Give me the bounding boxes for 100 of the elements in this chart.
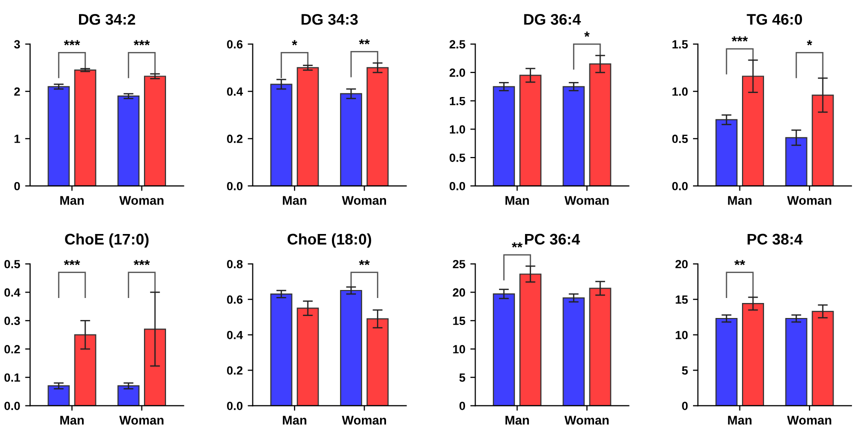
y-tick-label: 10 bbox=[676, 330, 688, 340]
bar bbox=[366, 67, 389, 186]
x-tick-label: Woman bbox=[564, 416, 609, 425]
bar bbox=[562, 297, 585, 406]
chart-title: ChoE (17:0) bbox=[65, 233, 149, 248]
text: *** bbox=[732, 36, 748, 42]
x-tick-label: Man bbox=[282, 196, 306, 205]
y-tick-label: 1.0 bbox=[672, 87, 688, 96]
bar bbox=[812, 94, 834, 186]
annotation: *** bbox=[134, 260, 150, 266]
y-tick-label: 20 bbox=[452, 288, 466, 297]
y-tick-label: 2 bbox=[14, 87, 20, 96]
bar bbox=[742, 76, 764, 186]
chart-title: PC 36:4 bbox=[525, 234, 580, 245]
x-tick-label: Man bbox=[505, 416, 529, 425]
bar bbox=[519, 274, 542, 406]
x-tick-label: Woman bbox=[342, 416, 386, 425]
annotation: ** bbox=[734, 260, 746, 266]
y-tick-label: 0 bbox=[14, 182, 20, 190]
y-tick-label: 0.0 bbox=[227, 402, 242, 410]
bar bbox=[519, 74, 542, 186]
y-tick-label: 20 bbox=[675, 260, 688, 268]
annotation: *** bbox=[64, 40, 80, 46]
x-tick-label: Man bbox=[60, 196, 84, 205]
annotation: * bbox=[806, 40, 812, 46]
annotation: ** bbox=[358, 39, 370, 44]
x-tick-label: Woman bbox=[564, 196, 609, 205]
y-tick-label: 1.5 bbox=[450, 96, 466, 106]
chart-title: TG 46:0 bbox=[746, 14, 802, 25]
x-tick-label: Man bbox=[728, 416, 752, 425]
chart-title: DG 36:4 bbox=[524, 14, 581, 25]
x-tick-label: Woman bbox=[342, 196, 386, 205]
bar bbox=[270, 84, 292, 186]
bar bbox=[715, 119, 738, 186]
y-tick-label: 0.6 bbox=[227, 295, 243, 304]
y-tick-label: 10 bbox=[453, 345, 466, 354]
bar bbox=[74, 334, 96, 406]
bar bbox=[562, 86, 585, 186]
y-tick-label: 25 bbox=[452, 260, 466, 268]
bar bbox=[74, 70, 96, 186]
x-tick-label: Woman bbox=[787, 196, 832, 205]
y-tick-label: 15 bbox=[453, 316, 466, 326]
bar bbox=[270, 293, 292, 406]
y-tick-label: 0.8 bbox=[227, 260, 243, 268]
x-tick-label: Man bbox=[505, 196, 529, 205]
bar bbox=[715, 318, 738, 406]
x-tick-label: Woman bbox=[119, 196, 164, 205]
bar bbox=[296, 308, 319, 406]
y-tick-label: 0.1 bbox=[4, 373, 20, 382]
x-tick-label: Man bbox=[728, 196, 752, 205]
bar bbox=[785, 318, 808, 406]
bar bbox=[48, 86, 70, 186]
chart-title: DG 34:2 bbox=[79, 14, 136, 25]
x-tick-label: Man bbox=[60, 416, 84, 425]
bar bbox=[144, 76, 166, 186]
chart-title: ChoE (18:0) bbox=[288, 233, 372, 248]
y-tick-label: 0.2 bbox=[4, 345, 20, 354]
y-tick-label: 0.0 bbox=[450, 182, 466, 190]
bar bbox=[340, 93, 362, 186]
bar bbox=[340, 290, 362, 406]
y-tick-label: 0.2 bbox=[227, 134, 242, 144]
annotation: ** bbox=[358, 260, 370, 266]
y-tick-label: 1 bbox=[14, 134, 20, 143]
x-tick-label: Man bbox=[282, 416, 306, 425]
bar bbox=[48, 385, 70, 406]
chart-title: PC 38:4 bbox=[748, 234, 803, 245]
y-tick-label: 0.5 bbox=[450, 154, 466, 162]
y-tick-label: 0.5 bbox=[672, 134, 688, 144]
y-tick-label: 0.6 bbox=[227, 40, 243, 48]
y-tick-label: 3 bbox=[14, 40, 20, 49]
y-tick-label: 0.0 bbox=[672, 182, 688, 190]
bar bbox=[117, 96, 140, 186]
bar bbox=[117, 385, 140, 406]
bar bbox=[742, 303, 764, 406]
y-tick-label: 0.4 bbox=[4, 288, 20, 297]
bar bbox=[785, 137, 808, 186]
annotation: *** bbox=[134, 40, 150, 46]
y-tick-label: 1.5 bbox=[672, 40, 688, 48]
bar bbox=[492, 293, 515, 406]
y-tick-label: 0 bbox=[459, 402, 466, 410]
y-tick-label: 2.5 bbox=[450, 40, 466, 48]
bar bbox=[589, 288, 612, 406]
y-tick-label: 0.4 bbox=[227, 87, 243, 96]
y-tick-label: 0.0 bbox=[227, 182, 242, 190]
y-tick-label: 0.4 bbox=[227, 330, 243, 340]
text: ** bbox=[512, 242, 523, 248]
y-tick-label: 0.0 bbox=[4, 402, 20, 410]
bar bbox=[296, 67, 319, 186]
y-tick-label: 5 bbox=[682, 366, 688, 375]
y-tick-label: 0 bbox=[682, 402, 688, 410]
y-tick-label: 5 bbox=[459, 374, 466, 382]
x-tick-label: Woman bbox=[119, 416, 164, 425]
bar bbox=[589, 63, 612, 186]
y-tick-label: 0.5 bbox=[4, 260, 20, 268]
y-tick-label: 0.2 bbox=[227, 366, 242, 375]
annotation: *** bbox=[64, 260, 80, 266]
y-tick-label: 0.3 bbox=[4, 316, 20, 326]
annotation: * bbox=[292, 40, 298, 46]
bar bbox=[492, 86, 515, 186]
y-tick-label: 15 bbox=[676, 296, 688, 304]
